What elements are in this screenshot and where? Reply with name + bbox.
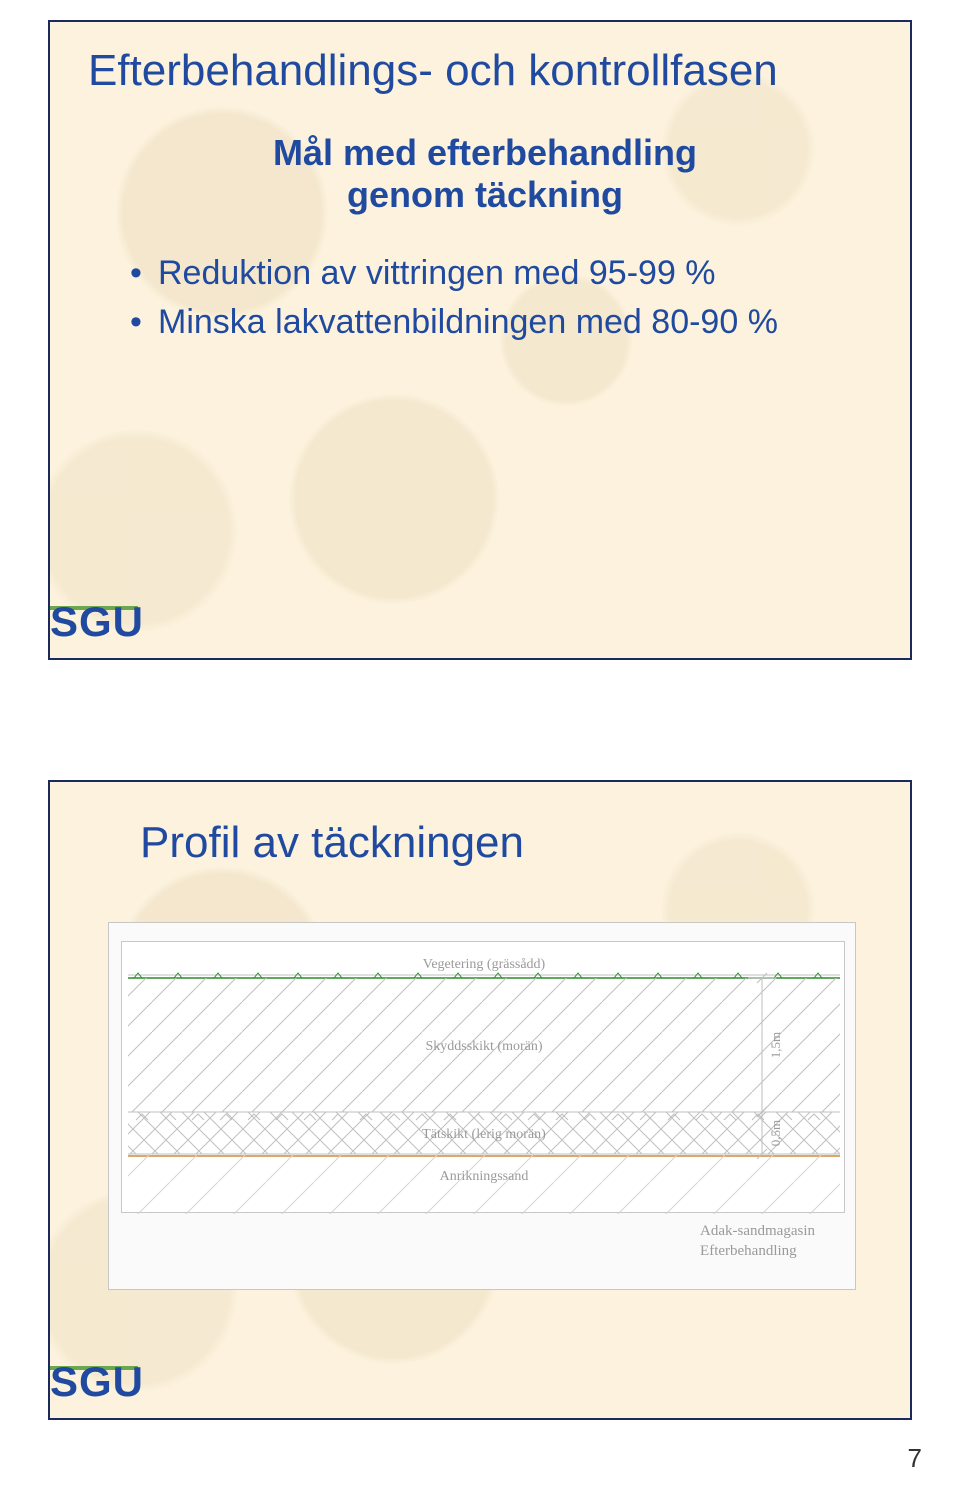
sgu-logo: SGU — [50, 598, 144, 646]
bullet-item: Reduktion av vittringen med 95-99 % — [130, 252, 778, 295]
svg-text:0,5m: 0,5m — [768, 1120, 783, 1146]
diagram-svg: Vegetering (grässådd) Skyddsskikt (morän)… — [122, 942, 846, 1214]
slide1-subtitle: Mål med efterbehandling genom täckning — [250, 132, 720, 216]
bullet-item: Minska lakvattenbildningen med 80-90 % — [130, 301, 778, 344]
svg-text:1,5m: 1,5m — [768, 1032, 783, 1058]
diagram-inner: Vegetering (grässådd) Skyddsskikt (morän)… — [121, 941, 845, 1213]
slide1-bullets: Reduktion av vittringen med 95-99 % Mins… — [130, 252, 778, 349]
slide2-title: Profil av täckningen — [140, 818, 524, 868]
page-number: 7 — [908, 1443, 922, 1474]
svg-text:Anrikningssand: Anrikningssand — [440, 1169, 529, 1184]
caption-line2: Efterbehandling — [700, 1243, 797, 1259]
svg-text:Tätskikt (lerig morän): Tätskikt (lerig morän) — [422, 1127, 546, 1142]
slide-1: Efterbehandlings- och kontrollfasen Mål … — [48, 20, 912, 660]
slide1-title: Efterbehandlings- och kontrollfasen — [88, 46, 778, 96]
page: Efterbehandlings- och kontrollfasen Mål … — [0, 0, 960, 1498]
slide-2: Profil av täckningen Vegetering (grässåd… — [48, 780, 912, 1420]
profile-diagram: Vegetering (grässådd) Skyddsskikt (morän)… — [108, 922, 856, 1290]
diagram-caption: Adak-sandmagasin Efterbehandling — [700, 1221, 815, 1262]
svg-text:Vegetering (grässådd): Vegetering (grässådd) — [423, 957, 546, 972]
caption-line1: Adak-sandmagasin — [700, 1223, 815, 1239]
sgu-logo: SGU — [50, 1358, 144, 1406]
svg-text:Skyddsskikt (morän): Skyddsskikt (morän) — [425, 1039, 542, 1054]
